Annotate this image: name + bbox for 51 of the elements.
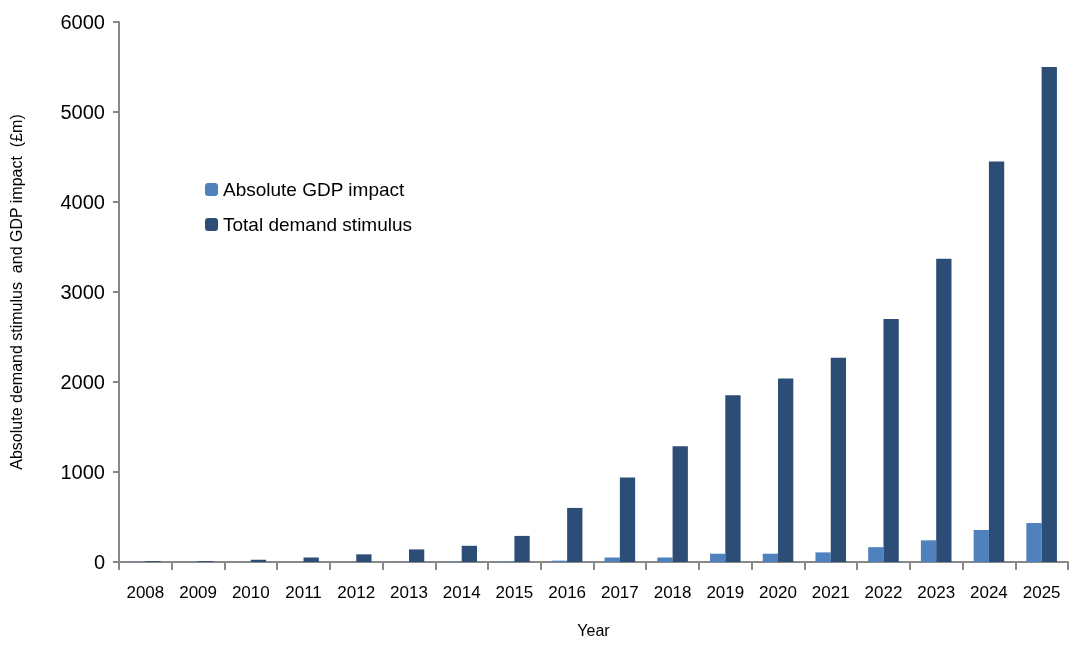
bar bbox=[657, 557, 673, 562]
x-tick-label: 2010 bbox=[231, 583, 270, 602]
x-tick-label: 2013 bbox=[390, 583, 428, 602]
y-tick-label: 1000 bbox=[60, 461, 105, 483]
bar bbox=[762, 553, 779, 562]
bar bbox=[830, 357, 847, 562]
y-tick-label: 3000 bbox=[60, 281, 105, 303]
bar bbox=[461, 545, 477, 562]
bar bbox=[672, 446, 688, 562]
legend-label: Total demand stimulus bbox=[223, 214, 413, 235]
y-tick-label: 0 bbox=[93, 551, 105, 573]
y-tick-label: 5000 bbox=[60, 101, 105, 123]
bar bbox=[514, 535, 530, 562]
bar bbox=[778, 378, 794, 562]
bar bbox=[973, 529, 989, 562]
y-tick-label: 2000 bbox=[60, 371, 105, 393]
x-tick-label: 2011 bbox=[285, 583, 322, 602]
bar bbox=[988, 161, 1005, 562]
bar bbox=[936, 258, 952, 562]
x-tick-label: 2019 bbox=[706, 583, 745, 602]
y-axis-title: Absolute demand stimulus and GDP impact (£m) bbox=[7, 114, 25, 470]
x-tick-label: 2012 bbox=[337, 583, 376, 602]
bar bbox=[725, 395, 741, 562]
bar bbox=[883, 319, 899, 562]
bar bbox=[567, 507, 583, 562]
bar bbox=[710, 553, 726, 562]
x-tick-label: 2024 bbox=[970, 583, 1008, 602]
x-tick-label: 2008 bbox=[126, 583, 165, 602]
x-tick-label: 2016 bbox=[548, 583, 587, 602]
bar bbox=[1041, 67, 1057, 562]
legend-label: Absolute GDP impact bbox=[223, 179, 406, 200]
bar bbox=[920, 540, 937, 562]
bar bbox=[1026, 523, 1042, 562]
x-tick-label: 2015 bbox=[495, 583, 534, 602]
bar bbox=[815, 552, 831, 562]
x-tick-label: 2017 bbox=[600, 583, 639, 602]
x-tick-label: 2018 bbox=[653, 583, 692, 602]
x-tick-label: 2009 bbox=[179, 583, 217, 602]
x-tick-label: 2020 bbox=[759, 583, 797, 602]
x-tick-label: 2025 bbox=[1022, 583, 1061, 602]
bar bbox=[356, 554, 372, 562]
x-tick-label: 2021 bbox=[811, 583, 850, 602]
x-tick-label: 2023 bbox=[917, 583, 956, 602]
bar bbox=[619, 477, 636, 562]
y-tick-label: 6000 bbox=[60, 11, 105, 33]
bar bbox=[408, 549, 425, 562]
x-tick-label: 2022 bbox=[864, 583, 903, 602]
x-tick-label: 2014 bbox=[442, 583, 481, 602]
bar bbox=[868, 547, 884, 562]
y-tick-label: 4000 bbox=[60, 191, 105, 213]
x-axis-title: Year bbox=[577, 621, 611, 639]
